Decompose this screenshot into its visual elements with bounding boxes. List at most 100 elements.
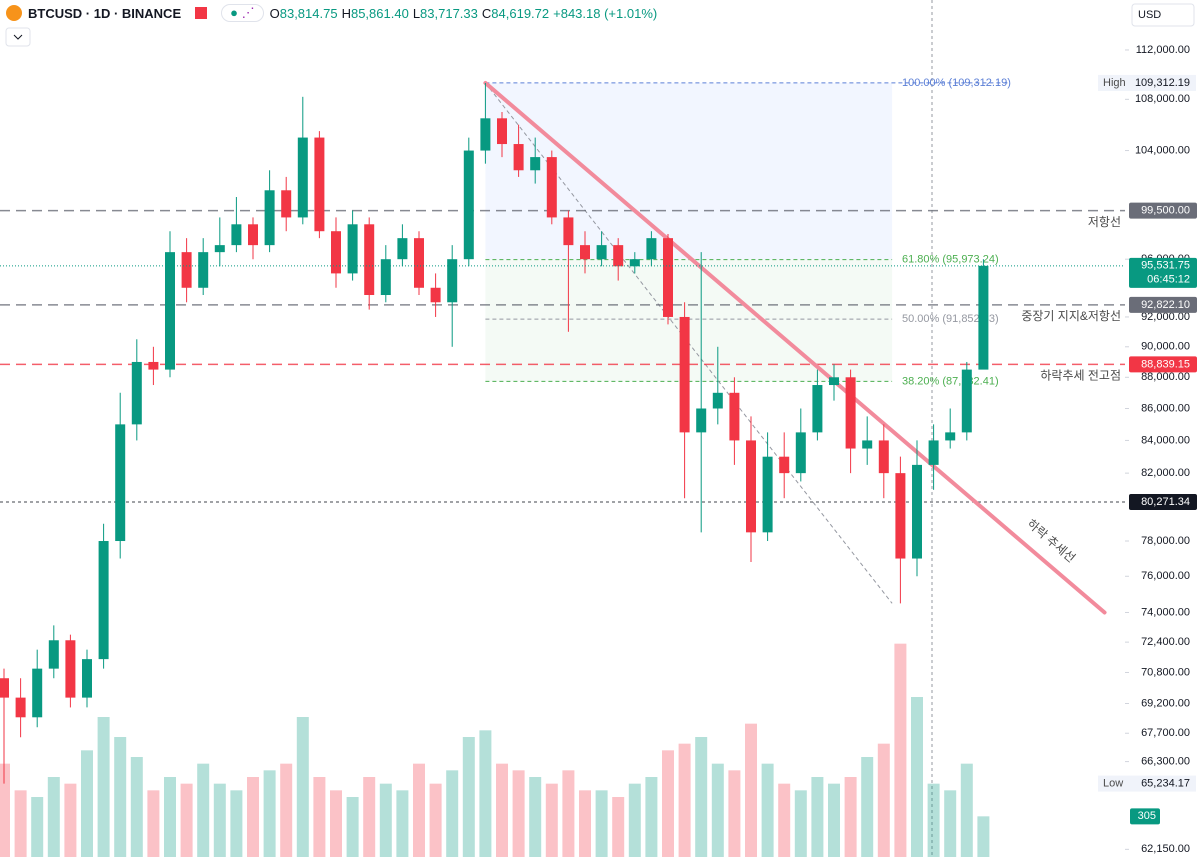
- candle-body: [165, 252, 175, 370]
- symbol[interactable]: BTCUSD · 1D · BINANCE: [28, 5, 182, 21]
- ohlc-value: 83,717.33: [420, 5, 478, 21]
- y-tick-label: 112,000.00: [1136, 44, 1190, 56]
- volume-bar: [280, 763, 293, 857]
- candle-body: [214, 245, 225, 253]
- currency-button[interactable]: [1131, 3, 1195, 27]
- volume-bar: [960, 763, 973, 857]
- y-tick-label: 108,000.00: [1135, 93, 1190, 105]
- candle-body: [746, 440, 756, 533]
- y-tick-label: 88,000.00: [1141, 371, 1190, 383]
- ohlc-value: 85,861.40: [350, 5, 409, 21]
- level-annotation: 저항선: [1088, 215, 1121, 229]
- ohlc-value: 84,619.72: [491, 5, 550, 21]
- volume-bar: [429, 783, 442, 857]
- volume-bar: [579, 790, 591, 857]
- volume-bar: [612, 797, 625, 857]
- ohlc-key: O: [269, 5, 280, 21]
- candle-body: [530, 157, 541, 171]
- extreme-name: High: [1103, 77, 1126, 89]
- flag-icon[interactable]: [195, 7, 208, 19]
- candle-body: [198, 252, 209, 288]
- volume-bar: [330, 790, 342, 857]
- volume-bar: [263, 770, 276, 857]
- y-tick-label: 84,000.00: [1141, 434, 1190, 446]
- volume-bar: [927, 783, 940, 857]
- volume-bar: [479, 730, 492, 857]
- candle-body: [596, 245, 607, 260]
- extreme-box: [1098, 775, 1196, 792]
- candle-body: [32, 668, 43, 718]
- volume-bar: [977, 816, 990, 857]
- last-price-box: [1129, 257, 1197, 288]
- candle-body: [646, 238, 657, 260]
- candle-body: [15, 697, 26, 718]
- candle-body: [878, 440, 889, 474]
- candle-body: [912, 464, 922, 559]
- candle-body: [663, 238, 673, 317]
- candle-body: [978, 265, 989, 370]
- candle-body: [364, 224, 375, 296]
- fib-label: 100.00% (109,312.19): [902, 77, 1011, 89]
- candle-body: [679, 316, 690, 433]
- candle-body: [48, 640, 59, 669]
- extreme-name: Low: [1103, 778, 1123, 790]
- candle-body: [928, 440, 939, 465]
- volume-bar: [0, 763, 10, 857]
- countdown: 06:45:12: [1147, 274, 1190, 286]
- candle-body: [264, 190, 275, 246]
- collapse-button[interactable]: [5, 27, 31, 47]
- price-box: [1129, 494, 1197, 511]
- level-annotation: 중장기 지지&저항선: [1021, 309, 1121, 323]
- fib-label: 50.00% (91,852.83): [902, 313, 999, 325]
- volume-bar: [14, 790, 27, 857]
- fib-zone: [485, 82, 893, 260]
- y-tick-label: 67,700.00: [1141, 727, 1190, 739]
- volume-bar: [844, 777, 857, 857]
- y-tick-label: 78,000.00: [1141, 535, 1190, 547]
- candle-body: [65, 640, 76, 698]
- candle-body: [297, 137, 308, 218]
- ohlc-value: 83,814.75: [279, 5, 338, 21]
- volume-bar: [761, 763, 774, 857]
- candle-body: [331, 231, 341, 274]
- volume-bar: [811, 777, 824, 857]
- candle-body: [98, 541, 109, 660]
- y-tick-label: 92,000.00: [1141, 311, 1190, 323]
- volume-bar: [512, 770, 525, 857]
- candle-body: [148, 361, 159, 370]
- volume-bar: [446, 770, 459, 857]
- candle-body: [563, 217, 574, 246]
- chevron: [13, 34, 23, 40]
- ohlc-key: H: [341, 5, 351, 21]
- candle-body: [181, 252, 192, 288]
- coin-icon: [6, 5, 22, 21]
- volume-bar: [828, 783, 840, 857]
- candle-body: [613, 245, 624, 267]
- price-box: [1129, 296, 1197, 313]
- candle-body: [829, 377, 839, 386]
- trendline: [483, 80, 1107, 615]
- volume-bar: [413, 763, 425, 857]
- candle-body: [812, 385, 823, 433]
- candle-body: [845, 377, 856, 449]
- candle-body: [131, 361, 142, 425]
- y-tick-label: 62,150.00: [1141, 843, 1190, 855]
- candle-body: [231, 224, 242, 246]
- header: BTCUSD · 1D · BINANCE ● ⋰ O83,814.75 H85…: [6, 4, 657, 22]
- volume-bar: [695, 737, 708, 857]
- status-pill[interactable]: ● ⋰: [221, 4, 264, 22]
- candle-body: [430, 287, 441, 303]
- candle-body: [779, 456, 790, 474]
- fib-label: 61.80% (95,973.24): [902, 253, 999, 265]
- candle-body: [629, 259, 640, 267]
- candle-body: [463, 150, 474, 260]
- volume-bar: [861, 757, 874, 857]
- candle-body: [347, 224, 358, 274]
- candle-body: [497, 118, 507, 145]
- y-tick-label: 104,000.00: [1135, 144, 1190, 156]
- y-tick-label: 69,200.00: [1141, 697, 1190, 709]
- candle-body: [945, 432, 956, 441]
- volume-bar: [247, 777, 259, 857]
- y-tick-label: 82,000.00: [1141, 467, 1190, 479]
- volume-bar: [562, 770, 575, 857]
